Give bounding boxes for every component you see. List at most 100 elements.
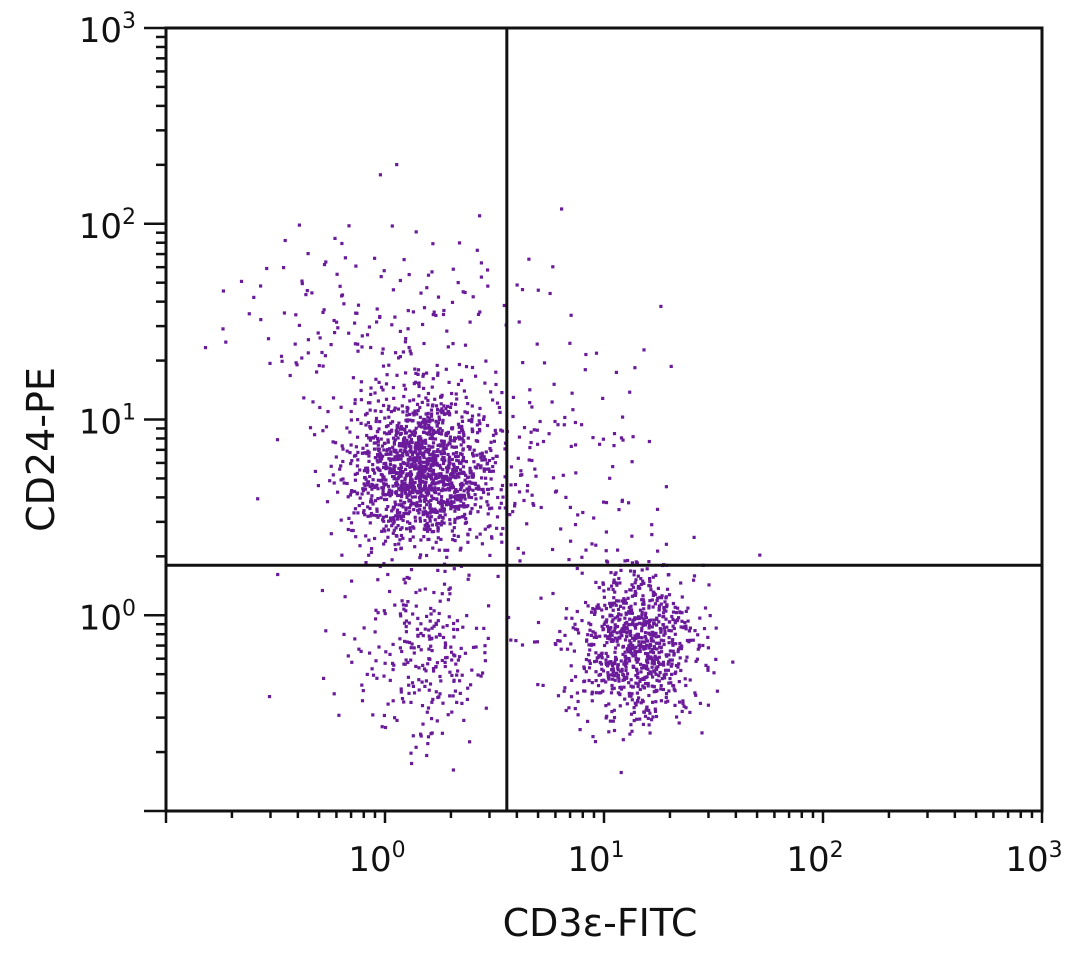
data-point-571 <box>383 539 388 543</box>
data-point-2584 <box>660 594 664 598</box>
data-point-208 <box>417 461 421 465</box>
data-point-738 <box>345 481 349 486</box>
data-point-1267 <box>408 526 412 531</box>
data-point-392 <box>378 451 382 455</box>
data-point-2580 <box>645 655 650 659</box>
data-point-1825 <box>630 636 635 640</box>
data-point-2067 <box>594 651 598 655</box>
data-point-1599 <box>427 647 431 651</box>
data-point-1799 <box>640 613 644 617</box>
data-point-715 <box>462 515 466 519</box>
data-point-874 <box>436 448 440 452</box>
data-point-1 <box>391 507 395 511</box>
data-point-805 <box>408 458 412 462</box>
data-point-2914 <box>489 390 493 394</box>
data-point-657 <box>442 461 446 466</box>
data-point-2870 <box>503 447 507 451</box>
data-point-1554 <box>411 612 415 616</box>
data-point-1778 <box>600 624 604 628</box>
data-point-2087 <box>646 667 650 671</box>
data-point-379 <box>391 531 395 535</box>
data-point-2354 <box>630 729 634 733</box>
data-point-712 <box>386 535 390 539</box>
data-point-148 <box>365 470 370 474</box>
data-point-2819 <box>203 346 208 350</box>
data-point-2173 <box>641 579 645 583</box>
data-point-338 <box>467 418 471 422</box>
data-point-272 <box>418 507 422 512</box>
data-point-928 <box>374 377 378 381</box>
data-point-2339 <box>651 700 655 704</box>
data-point-735 <box>451 468 455 472</box>
data-point-2493 <box>662 663 666 667</box>
data-point-2533 <box>636 586 640 590</box>
data-point-1272 <box>419 494 423 498</box>
data-point-993 <box>409 470 413 474</box>
data-point-1481 <box>382 562 386 566</box>
data-point-2150 <box>644 708 648 712</box>
data-point-2781 <box>390 224 394 228</box>
data-point-2495 <box>621 738 625 742</box>
data-point-539 <box>400 479 404 483</box>
data-point-2796 <box>317 364 321 368</box>
data-point-1251 <box>356 511 360 515</box>
data-point-425 <box>358 468 362 472</box>
data-point-798 <box>457 437 462 441</box>
data-point-2303 <box>594 543 598 547</box>
data-point-2054 <box>604 680 608 684</box>
data-point-1069 <box>369 550 373 554</box>
data-point-2668 <box>340 241 344 246</box>
data-point-1415 <box>396 407 401 411</box>
data-point-2203 <box>632 569 636 573</box>
data-point-955 <box>477 427 482 432</box>
data-point-986 <box>525 489 529 493</box>
data-point-1059 <box>368 438 372 442</box>
data-point-1295 <box>358 544 362 548</box>
data-point-2894 <box>655 507 660 511</box>
data-point-1616 <box>421 722 425 726</box>
data-point-1857 <box>684 627 688 631</box>
data-point-2966 <box>482 417 486 421</box>
data-point-325 <box>399 499 403 503</box>
data-point-998 <box>407 442 411 446</box>
data-point-2726 <box>393 315 397 319</box>
data-point-2566 <box>570 678 574 682</box>
data-point-2378 <box>602 627 606 631</box>
data-point-1955 <box>671 624 675 628</box>
data-point-1132 <box>438 431 442 435</box>
data-point-2964 <box>509 483 513 487</box>
data-point-1513 <box>332 692 336 696</box>
data-point-2676 <box>365 333 370 337</box>
data-point-1153 <box>369 392 373 396</box>
data-point-1964 <box>664 692 669 696</box>
data-point-2828 <box>377 380 381 384</box>
data-point-49 <box>458 488 462 492</box>
data-point-1189 <box>404 491 408 495</box>
data-point-412 <box>453 509 457 513</box>
data-point-2313 <box>569 642 573 646</box>
data-point-2767 <box>367 325 371 329</box>
data-point-1604 <box>440 731 444 735</box>
data-point-2011 <box>569 695 574 699</box>
data-point-2782 <box>442 308 446 313</box>
data-point-2896 <box>513 504 517 508</box>
data-point-2196 <box>650 533 654 537</box>
data-point-375 <box>439 474 443 478</box>
data-point-1110 <box>403 428 407 432</box>
data-point-2715 <box>343 256 347 260</box>
data-point-825 <box>479 505 483 509</box>
data-point-2082 <box>663 600 667 604</box>
data-point-575 <box>529 430 533 434</box>
data-point-2126 <box>637 643 641 647</box>
data-point-1192 <box>426 511 430 515</box>
data-point-2578 <box>624 601 628 605</box>
x-axis-title: CD3ε-FITC <box>503 901 698 945</box>
data-point-633 <box>392 442 396 446</box>
data-point-710 <box>486 492 490 496</box>
data-point-2310 <box>667 689 671 693</box>
data-point-1771 <box>632 646 636 650</box>
data-point-691 <box>464 460 468 464</box>
data-point-1161 <box>443 477 447 481</box>
data-point-606 <box>429 498 433 502</box>
data-point-1154 <box>405 483 409 487</box>
